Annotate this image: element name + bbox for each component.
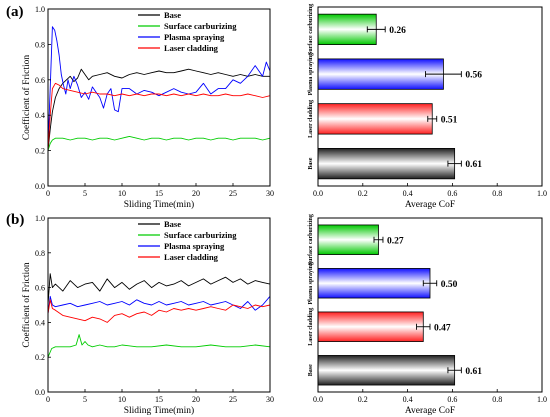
legend-entry: Base bbox=[164, 219, 181, 229]
y-tick-label: 0.0 bbox=[35, 388, 45, 397]
y-tick-label: 0.6 bbox=[35, 284, 45, 293]
x-axis-label: Sliding Time(min) bbox=[124, 199, 194, 210]
x-tick-label: 20 bbox=[192, 395, 200, 404]
legend-entry: Laser cladding bbox=[164, 252, 219, 262]
x-tick-label: 0.6 bbox=[447, 189, 457, 198]
legend-entry: Laser cladding bbox=[164, 43, 219, 53]
y-tick-label: 0.2 bbox=[35, 353, 45, 362]
bar-value-label: 0.56 bbox=[465, 71, 482, 81]
bar-value-label: 0.27 bbox=[387, 236, 404, 246]
x-tick-label: 15 bbox=[155, 395, 163, 404]
x-tick-label: 25 bbox=[229, 189, 237, 198]
y-tick-label: 0.6 bbox=[35, 76, 45, 85]
x-tick-label: 0.0 bbox=[313, 189, 323, 198]
x-axis-label: Average CoF bbox=[405, 406, 455, 416]
bar-plasma-spraying bbox=[317, 58, 444, 90]
category-label: Surface carburizing bbox=[308, 214, 314, 265]
category-label: Base bbox=[308, 157, 314, 169]
plot-frame bbox=[317, 6, 543, 187]
y-tick-label: 0.4 bbox=[35, 318, 45, 327]
legend-entry: Plasma spraying bbox=[164, 241, 225, 251]
series-line-laser-cladding bbox=[47, 299, 271, 323]
x-tick-label: 0 bbox=[46, 189, 50, 198]
x-tick-label: 0.8 bbox=[492, 395, 502, 404]
plot-frame bbox=[47, 217, 271, 393]
category-label: Base bbox=[308, 364, 314, 376]
x-tick-label: 0.2 bbox=[358, 189, 368, 198]
series-line-plasma-spraying bbox=[47, 26, 271, 148]
category-label: Surface carburizing bbox=[308, 4, 314, 55]
y-axis-label: Coefficient of Friction bbox=[21, 55, 32, 141]
legend-entry: Surface carburizing bbox=[164, 230, 237, 240]
x-tick-label: 10 bbox=[118, 189, 126, 198]
bar-value-label: 0.61 bbox=[465, 160, 482, 170]
y-tick-label: 0.0 bbox=[35, 182, 45, 191]
legend-entry: Base bbox=[164, 10, 181, 20]
y-tick-label: 0.2 bbox=[35, 147, 45, 156]
x-axis-label: Average CoF bbox=[405, 200, 455, 210]
y-tick-label: 1.0 bbox=[35, 214, 45, 223]
series-line-plasma-spraying bbox=[47, 295, 271, 314]
bar-laser-cladding bbox=[317, 103, 433, 135]
bar-value-label: 0.61 bbox=[465, 367, 482, 377]
x-tick-label: 0.0 bbox=[313, 395, 323, 404]
x-tick-label: 15 bbox=[155, 189, 163, 198]
series-line-base bbox=[47, 68, 270, 151]
x-tick-label: 0 bbox=[46, 395, 50, 404]
series-line-base bbox=[47, 273, 271, 306]
x-tick-label: 25 bbox=[229, 395, 237, 404]
x-tick-label: 1.0 bbox=[537, 189, 547, 198]
bar-value-label: 0.50 bbox=[441, 280, 458, 290]
x-tick-label: 0.4 bbox=[403, 189, 413, 198]
bar-plasma-spraying bbox=[317, 268, 431, 299]
series-line-surface-carburizing bbox=[47, 135, 271, 151]
x-tick-label: 5 bbox=[83, 395, 87, 404]
category-label: Laser cladding bbox=[308, 308, 314, 346]
bar-surface-carburizing bbox=[317, 224, 379, 255]
bar-base bbox=[317, 355, 456, 386]
x-tick-label: 0.6 bbox=[447, 395, 457, 404]
x-axis-label: Sliding Time(min) bbox=[124, 405, 194, 416]
x-tick-label: 1.0 bbox=[537, 395, 547, 404]
bar-laser-cladding bbox=[317, 311, 424, 342]
bar-chart-a bbox=[317, 6, 543, 187]
y-tick-label: 1.0 bbox=[35, 5, 45, 14]
x-tick-label: 0.8 bbox=[492, 189, 502, 198]
x-tick-label: 5 bbox=[83, 189, 87, 198]
category-label: Laser cladding bbox=[308, 100, 314, 138]
line-chart-a bbox=[47, 8, 271, 187]
y-tick-label: 0.8 bbox=[35, 249, 45, 258]
bar-base bbox=[317, 148, 456, 180]
x-tick-label: 20 bbox=[192, 189, 200, 198]
y-tick-label: 0.4 bbox=[35, 111, 45, 120]
series-line-laser-cladding bbox=[47, 82, 271, 151]
plot-frame bbox=[317, 217, 543, 393]
y-tick-label: 0.8 bbox=[35, 40, 45, 49]
legend-entry: Surface carburizing bbox=[164, 21, 237, 31]
series-line-surface-carburizing bbox=[47, 334, 271, 358]
x-tick-label: 30 bbox=[266, 395, 274, 404]
y-axis-label: Coefficient of Friction bbox=[21, 262, 32, 348]
x-tick-label: 30 bbox=[266, 189, 274, 198]
bar-value-label: 0.51 bbox=[441, 115, 458, 125]
line-chart-b bbox=[47, 217, 271, 393]
x-tick-label: 0.2 bbox=[358, 395, 368, 404]
bar-chart-b bbox=[317, 217, 543, 393]
panel-label-b: (b) bbox=[6, 212, 25, 228]
bar-value-label: 0.47 bbox=[434, 323, 451, 333]
x-tick-label: 10 bbox=[118, 395, 126, 404]
category-label: Plasma spraying bbox=[308, 53, 314, 96]
x-tick-label: 0.4 bbox=[403, 395, 413, 404]
bar-value-label: 0.26 bbox=[389, 26, 406, 36]
category-label: Plasma spraying bbox=[308, 262, 314, 305]
panel-label-a: (a) bbox=[6, 4, 24, 20]
legend-entry: Plasma spraying bbox=[164, 32, 225, 42]
